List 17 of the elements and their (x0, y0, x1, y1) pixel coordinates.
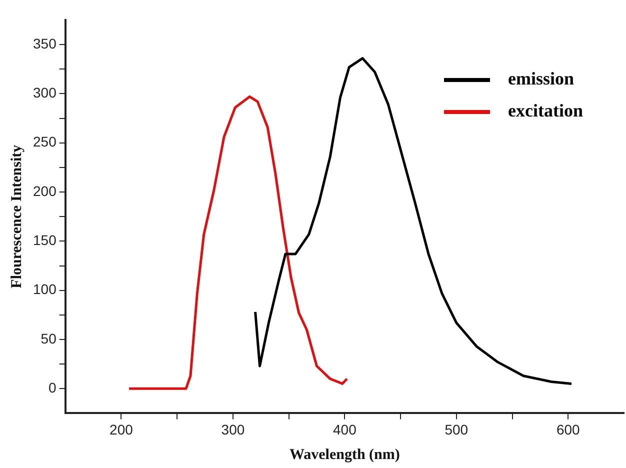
y-tick-label: 150 (33, 232, 57, 248)
x-tick-label: 300 (221, 421, 245, 438)
x-tick-label: 400 (333, 421, 357, 438)
y-axis-title: Flourescence Intensity (8, 144, 25, 288)
x-axis-title: Wavelength (nm) (289, 446, 400, 463)
y-tick-label: 350 (33, 35, 57, 52)
y-tick-label: 250 (33, 134, 57, 150)
legend-label: excitation (508, 100, 583, 121)
y-tick-label: 100 (33, 281, 57, 298)
y-tick-label: 50 (40, 330, 57, 346)
y-tick-label: 200 (33, 182, 57, 199)
y-tick-label: 300 (33, 84, 57, 101)
x-tick-label: 200 (110, 421, 134, 438)
x-tick-label: 600 (556, 421, 580, 438)
x-tick-label: 500 (444, 421, 468, 438)
y-tick-label: 0 (48, 379, 57, 396)
legend-label: emission (508, 68, 574, 89)
